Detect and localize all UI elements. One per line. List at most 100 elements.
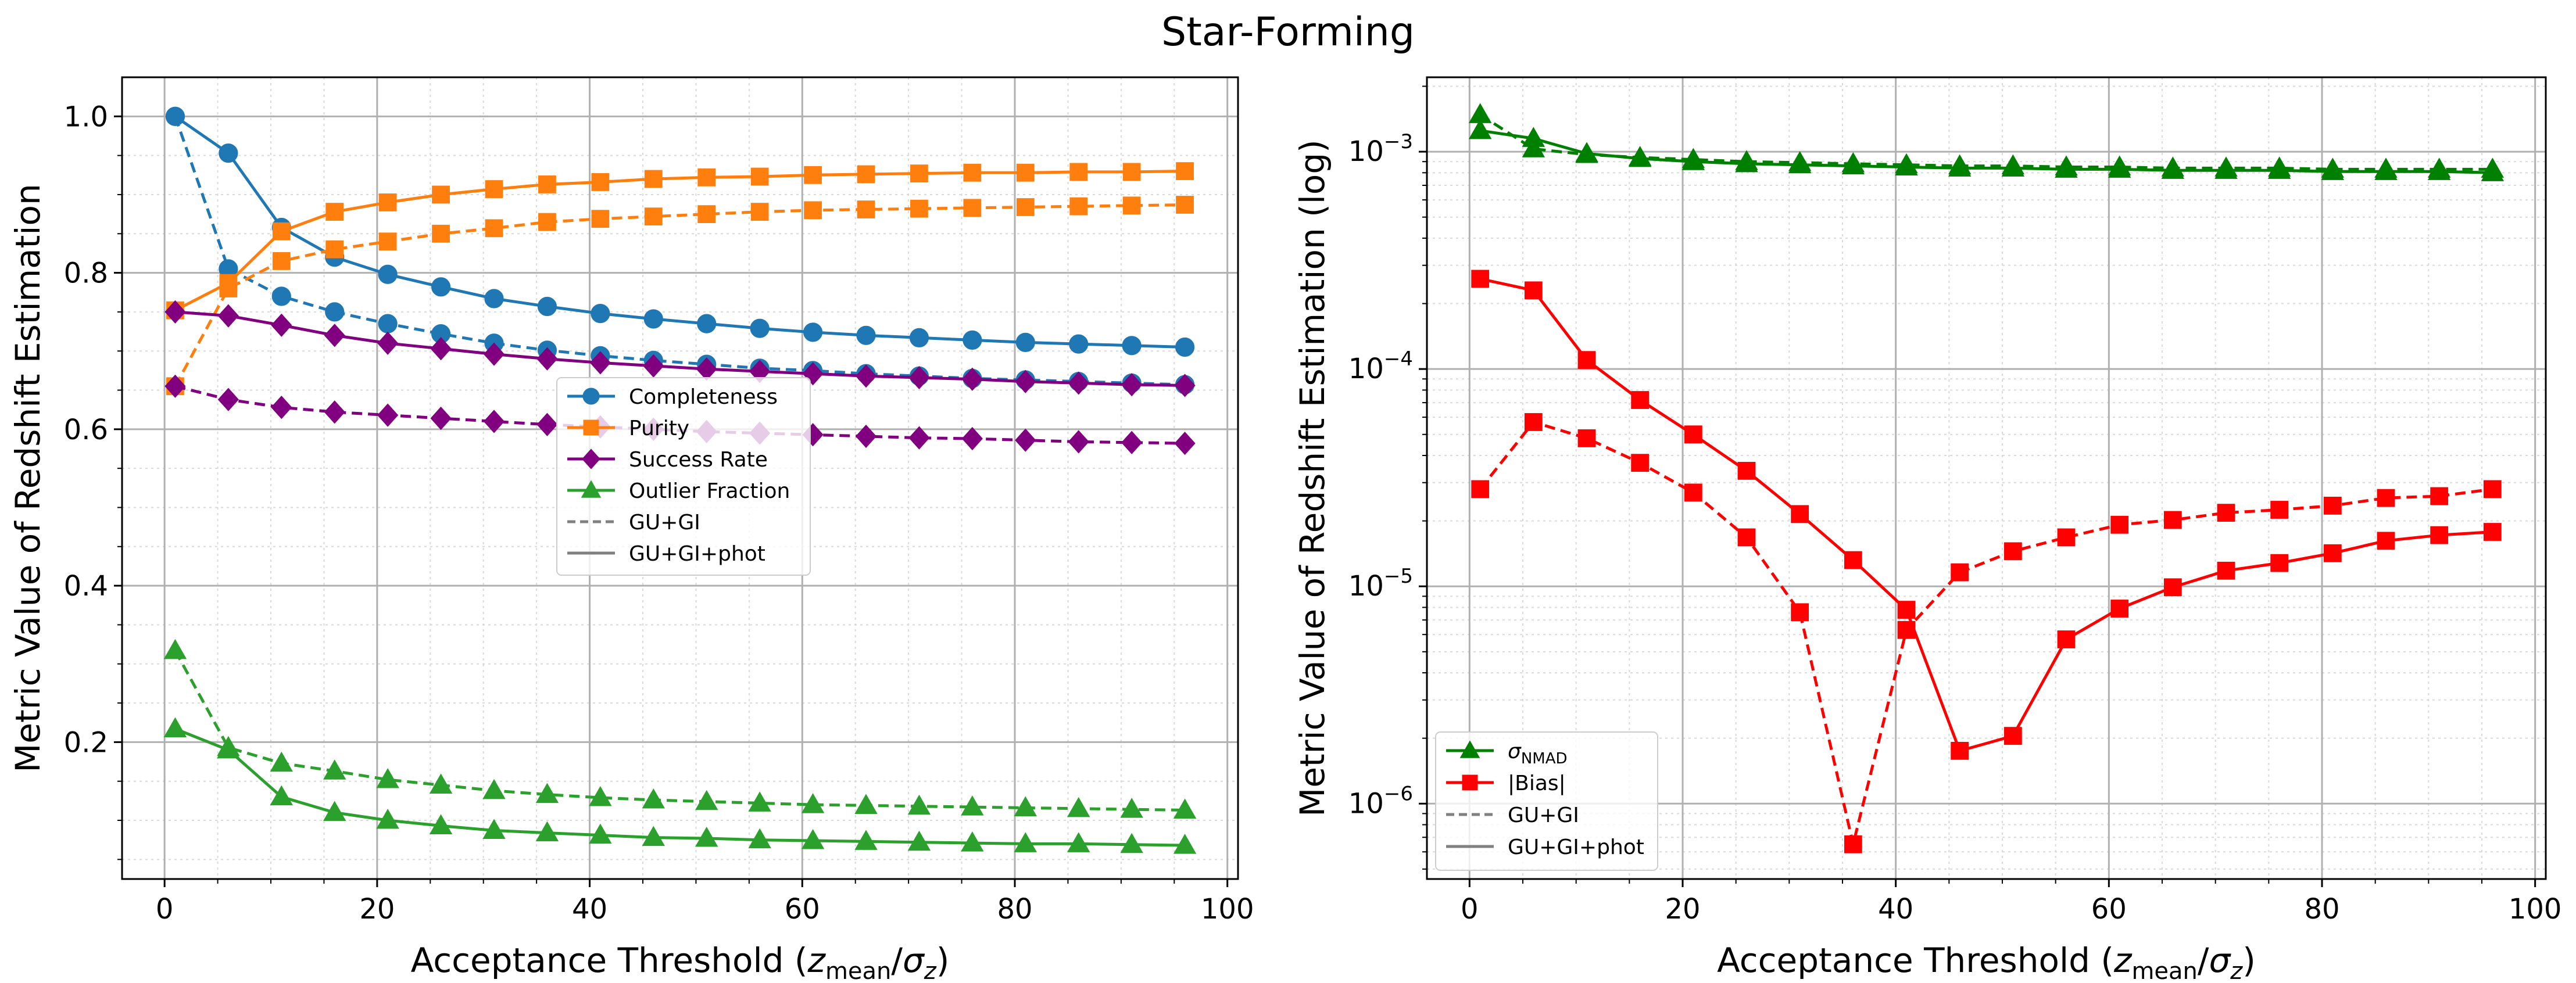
- right-series-nmad-gu-gi-point: [1681, 148, 1705, 168]
- right-series-nmad-gu-gi-point: [2481, 157, 2505, 178]
- left-legend-item-success-rate: Success Rate: [567, 448, 768, 472]
- left-series-purity-gu-gi-point: [378, 232, 397, 251]
- right-series-nmad-gu-gi-point: [1788, 151, 1812, 171]
- left-y-ticks: 0.2 0.4 0.6 0.8 1.0: [64, 101, 122, 860]
- left-series-purity-gu-gi-phot-point: [1176, 162, 1194, 180]
- left-legend-item-purity: Purity: [567, 417, 689, 440]
- left-series-outlier-fraction-gu-gi-phot-point: [589, 823, 612, 844]
- left-series-completeness-gu-gi-phot-point: [963, 330, 982, 350]
- left-series-completeness-gu-gi-phot-point: [1175, 337, 1195, 357]
- left-series-outlier-fraction-gu-gi: [163, 638, 1197, 819]
- right-y-ticks: 10−6 10−5 10−4 10−3: [1348, 85, 1427, 870]
- left-series-success-rate-gu-gi-phot-point: [961, 367, 983, 391]
- left-series-outlier-fraction-gu-gi-point: [854, 794, 878, 814]
- right-x-tick-label: 100: [2509, 893, 2562, 925]
- right-series-nmad-gu-gi: [1468, 103, 2505, 178]
- left-y-tick-label: 0.8: [64, 257, 108, 290]
- left-series-outlier-fraction-gu-gi-phot-point: [961, 831, 984, 852]
- left-series-success-rate-gu-gi-phot-point: [217, 304, 239, 328]
- right-x-tick-label: 0: [1461, 893, 1479, 925]
- left-series-outlier-fraction-gu-gi-line: [174, 650, 1185, 812]
- left-x-tick-label: 20: [359, 893, 395, 925]
- left-series-purity-gu-gi-phot-point: [910, 164, 928, 183]
- right-series-nmad-gu-gi-point: [2055, 155, 2078, 175]
- right-legend-label: GU+GI: [1508, 803, 1579, 827]
- left-series-outlier-fraction-gu-gi-phot-point: [270, 785, 294, 806]
- left-series-success-rate-gu-gi-phot-point: [377, 331, 399, 355]
- left-legend-item-outlier-fraction: Outlier Fraction: [567, 479, 790, 503]
- left-series-outlier-fraction-gu-gi-point: [429, 773, 453, 794]
- right-legend-label: σNMAD: [1508, 740, 1568, 767]
- left-y-tick-label: 0.6: [64, 414, 108, 446]
- left-y-tick-label: 0.2: [64, 726, 108, 759]
- left-series-success-rate-gu-gi-phot-point: [855, 364, 877, 388]
- left-legend-label: GU+GI: [629, 511, 700, 534]
- right-series-bias-gu-gi-point: [1951, 563, 1969, 582]
- left-series-completeness-gu-gi-phot-point: [537, 296, 557, 317]
- right-series-bias-gu-gi-phot-point: [1791, 505, 1809, 523]
- right-series-nmad-gu-gi-point: [2321, 157, 2345, 178]
- right-series-bias-gu-gi-phot-point: [1577, 351, 1596, 369]
- right-series-bias-gu-gi-phot-point: [1737, 462, 1756, 480]
- left-series-success-rate-gu-gi-point: [271, 396, 292, 419]
- left-legend: Completeness Purity Success Rate Outlier Fr…: [556, 377, 811, 576]
- left-series-outlier-fraction-gu-gi-point: [748, 791, 771, 812]
- left-series-completeness-gu-gi-phot-point: [431, 277, 451, 297]
- right-series-nmad-gu-gi-point: [2374, 157, 2398, 178]
- left-series-purity-gu-gi-phot-point: [538, 175, 556, 193]
- left-series-completeness-gu-gi-phot-point: [1015, 332, 1035, 353]
- left-series-outlier-fraction-gu-gi-phot-point: [748, 828, 771, 849]
- right-series-nmad-gu-gi-point: [1948, 154, 1972, 175]
- left-axes-frame: [121, 76, 1239, 880]
- left-series-completeness-gu-gi-phot-point: [643, 309, 663, 329]
- right-legend-label: GU+GI+phot: [1508, 835, 1644, 859]
- right-series-bias-gu-gi-point: [2483, 480, 2502, 498]
- left-series-success-rate-gu-gi-phot-point: [483, 342, 505, 366]
- left-series-success-rate-gu-gi-phot-point: [536, 347, 558, 371]
- left-series-purity-gu-gi-phot-point: [378, 193, 397, 211]
- left-series-outlier-fraction-gu-gi-phot-point: [1067, 832, 1090, 852]
- left-series-success-rate-gu-gi-point: [1121, 430, 1143, 454]
- left-series-success-rate-gu-gi-point: [324, 400, 345, 424]
- left-series-purity-gu-gi-point: [1122, 196, 1141, 215]
- left-series-success-rate-gu-gi-phot-point: [1174, 374, 1196, 397]
- left-series-purity-gu-gi-phot-point: [591, 173, 610, 191]
- right-series-bias-gu-gi-point: [2270, 501, 2289, 519]
- right-series-nmad-gu-gi-point: [1468, 103, 1492, 123]
- left-series-outlier-fraction-gu-gi-point: [1173, 798, 1197, 819]
- left-series-purity-gu-gi-point: [1176, 196, 1194, 214]
- left-x-tick-label: 80: [997, 893, 1032, 925]
- left-series-success-rate-gu-gi-phot-point: [164, 300, 186, 324]
- left-series-purity-gu-gi-phot-point: [325, 203, 344, 221]
- left-legend-label: Completeness: [629, 385, 778, 409]
- left-series-purity-gu-gi-phot-point: [1122, 163, 1141, 181]
- left-series-outlier-fraction-gu-gi-phot-point: [163, 717, 187, 738]
- left-series-completeness-gu-gi-phot-point: [1122, 336, 1142, 356]
- right-series-bias-gu-gi-phot-point: [2163, 578, 2182, 597]
- right-series-bias-gu-gi-phot-point: [1684, 425, 1702, 444]
- right-series-nmad-gu-gi-point: [1628, 146, 1652, 166]
- right-x-tick-label: 60: [2091, 893, 2127, 925]
- left-x-axis-label: Acceptance Threshold (zmean/σz): [411, 941, 950, 983]
- left-series-outlier-fraction-gu-gi-point: [270, 751, 294, 772]
- left-series-purity-gu-gi-phot-point: [485, 180, 503, 198]
- left-series-purity-gu-gi-point: [1016, 198, 1035, 216]
- left-legend-item-gu-gi: GU+GI: [567, 511, 700, 534]
- right-series-nmad-gu-gi-point: [1841, 152, 1865, 173]
- left-legend-item-gu-gi-phot: GU+GI+phot: [567, 542, 765, 566]
- right-series-bias-gu-gi-point: [2217, 504, 2235, 522]
- left-series-purity-gu-gi-point: [697, 205, 716, 224]
- left-x-tick-label: 40: [572, 893, 607, 925]
- left-series-outlier-fraction-gu-gi-point: [961, 795, 984, 816]
- right-x-tick-label: 80: [2304, 893, 2339, 925]
- left-series-success-rate-gu-gi-phot-point: [271, 313, 292, 337]
- right-series-bias-gu-gi-phot-point: [2110, 600, 2129, 618]
- left-series-purity-gu-gi-point: [857, 200, 875, 218]
- right-series-bias-gu-gi-point: [1684, 483, 1702, 502]
- left-series-success-rate-gu-gi-point: [483, 410, 505, 433]
- right-legend-item-gu-gi-phot: GU+GI+phot: [1446, 835, 1644, 859]
- left-series-purity-gu-gi-phot-point: [697, 168, 716, 186]
- left-series-completeness-gu-gi-point: [271, 286, 291, 306]
- left-series-completeness-gu-gi-phot: [165, 106, 1195, 357]
- left-series-outlier-fraction-gu-gi-point: [1067, 797, 1090, 817]
